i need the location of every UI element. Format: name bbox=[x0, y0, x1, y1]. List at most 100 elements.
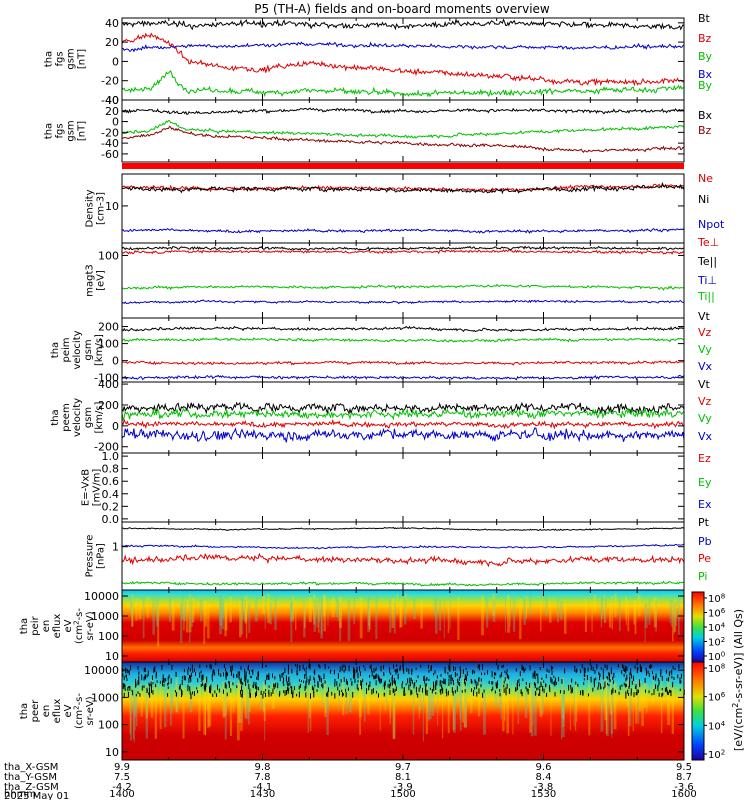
legend-Te⊥: Te⊥ bbox=[697, 236, 719, 249]
speckle bbox=[504, 677, 506, 681]
y-tick-label: 100 bbox=[98, 249, 119, 262]
speckle bbox=[506, 673, 508, 679]
speckle bbox=[350, 678, 352, 681]
x-row-value: 1430 bbox=[250, 789, 275, 800]
speckle bbox=[611, 689, 613, 695]
speckle bbox=[496, 683, 498, 689]
speckle bbox=[284, 690, 286, 696]
speckle bbox=[287, 690, 289, 694]
speckle bbox=[604, 681, 606, 688]
speckle bbox=[516, 687, 518, 690]
speckle bbox=[465, 675, 467, 682]
speckle bbox=[488, 680, 490, 684]
speckle bbox=[287, 664, 289, 670]
speckle bbox=[353, 667, 355, 673]
speckle bbox=[188, 666, 190, 670]
series-line-Npot bbox=[122, 228, 684, 234]
speckle bbox=[122, 683, 124, 690]
label-part: fgs bbox=[55, 123, 66, 138]
label-part: Density bbox=[85, 189, 96, 227]
label-part: peim bbox=[61, 337, 72, 362]
speckle bbox=[168, 681, 170, 685]
speckle bbox=[408, 684, 410, 691]
heatmap-stripe bbox=[529, 594, 532, 615]
label-part: peer bbox=[30, 699, 41, 723]
speckle bbox=[621, 664, 623, 669]
speckle bbox=[598, 682, 600, 685]
label-part: sr-eV) bbox=[85, 611, 96, 640]
speckle bbox=[250, 675, 252, 679]
speckle bbox=[175, 671, 177, 677]
heatmap-stripe bbox=[652, 679, 654, 705]
speckle bbox=[632, 675, 634, 680]
speckle bbox=[277, 682, 279, 689]
speckle bbox=[189, 668, 191, 672]
speckle bbox=[447, 672, 449, 675]
speckle bbox=[161, 680, 163, 687]
heatmap-stripe bbox=[358, 678, 362, 718]
speckle bbox=[369, 665, 371, 669]
speckle bbox=[497, 664, 499, 670]
label-part: peir bbox=[30, 615, 41, 635]
speckle bbox=[424, 680, 426, 684]
flag-bar bbox=[122, 163, 684, 169]
series-line-Bx bbox=[122, 41, 684, 53]
speckle bbox=[421, 687, 423, 693]
speckle bbox=[341, 665, 343, 671]
panel-4: 100 Te⊥ Te|| Ti⊥ Ti|| magt3 [eV] bbox=[85, 236, 719, 319]
speckle bbox=[570, 684, 572, 688]
speckle bbox=[161, 664, 163, 670]
speckle bbox=[189, 686, 191, 692]
speckle bbox=[357, 680, 359, 683]
speckle bbox=[183, 668, 185, 673]
speckle bbox=[318, 676, 320, 681]
speckle bbox=[290, 689, 292, 695]
speckle bbox=[548, 684, 550, 690]
heatmap-stripe bbox=[601, 597, 604, 619]
y-axis-label-line: eV bbox=[63, 704, 74, 717]
x-row-value: -3.9 bbox=[393, 782, 413, 793]
speckle bbox=[354, 669, 356, 676]
heatmap-stripe bbox=[625, 597, 627, 620]
heatmap-stripe bbox=[512, 598, 516, 632]
heatmap-stripe bbox=[367, 683, 370, 715]
speckle bbox=[354, 678, 356, 683]
speckle bbox=[668, 677, 670, 682]
speckle bbox=[630, 668, 632, 675]
speckle bbox=[603, 686, 605, 690]
speckle bbox=[363, 665, 365, 668]
speckle bbox=[126, 678, 128, 682]
speckle bbox=[492, 681, 494, 685]
heatmap-stripe bbox=[182, 686, 185, 739]
label-part: 10 bbox=[708, 638, 721, 649]
speckle bbox=[137, 666, 139, 670]
speckle bbox=[225, 675, 227, 680]
heatmap-stripe bbox=[561, 677, 565, 719]
speckle bbox=[342, 693, 344, 696]
heatmap-stripe bbox=[403, 599, 407, 625]
speckle bbox=[454, 672, 456, 678]
speckle bbox=[596, 664, 598, 670]
label-part: [cm-3] bbox=[96, 192, 107, 225]
speckle bbox=[263, 691, 265, 694]
speckle bbox=[397, 673, 399, 680]
heatmap-stripe bbox=[634, 600, 637, 635]
heatmap-stripe bbox=[461, 677, 464, 723]
speckle bbox=[220, 673, 222, 677]
speckle bbox=[539, 686, 541, 689]
speckle bbox=[336, 681, 338, 686]
heatmap-stripe bbox=[316, 601, 319, 628]
speckle bbox=[550, 667, 552, 671]
speckle bbox=[428, 669, 430, 673]
heatmap-stripe bbox=[152, 594, 155, 635]
series-line-Vz bbox=[122, 418, 684, 430]
speckle bbox=[414, 682, 416, 686]
speckle bbox=[327, 687, 329, 692]
x-row-value: 8.7 bbox=[676, 772, 692, 783]
speckle bbox=[423, 676, 425, 681]
speckle bbox=[428, 678, 430, 682]
legend-Bz: Bz bbox=[698, 124, 712, 137]
speckle bbox=[679, 677, 681, 684]
heatmap-stripe bbox=[452, 685, 454, 732]
speckle bbox=[341, 692, 343, 697]
